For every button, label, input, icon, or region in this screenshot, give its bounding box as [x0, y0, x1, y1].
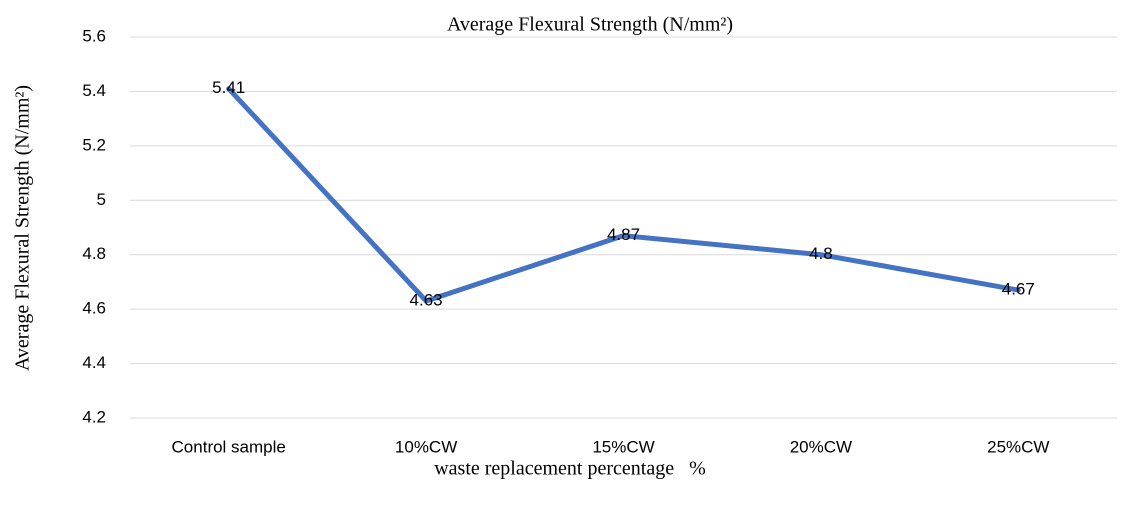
line: [226, 86, 1021, 304]
y-tick-label: 5.6: [82, 26, 106, 45]
y-axis-label: Average Flexural Strength (N/mm²): [12, 85, 34, 371]
data-label: 4.63: [410, 290, 443, 309]
data-label: 5.41: [212, 78, 245, 97]
x-tick-label: 15%CW: [592, 437, 654, 456]
y-tick-label: 5.2: [82, 135, 106, 154]
x-tick-label: Control sample: [172, 437, 286, 456]
y-tick-label: 4.6: [82, 299, 106, 318]
y-tick-label: 5.4: [82, 81, 106, 100]
x-tick-label: 25%CW: [987, 437, 1049, 456]
y-tick-label: 4.8: [82, 244, 106, 263]
y-tick-label: 5: [97, 190, 106, 209]
x-tick-label: 10%CW: [395, 437, 457, 456]
chart-title: Average Flexural Strength (N/mm²): [447, 14, 733, 36]
x-axis-label: waste replacement percentage %: [434, 458, 706, 480]
data-label: 4.87: [607, 225, 640, 244]
data-label: 4.67: [1002, 280, 1035, 299]
y-tick-label: 4.4: [82, 353, 106, 372]
data-label: 4.8: [809, 244, 833, 263]
x-tick-label: 20%CW: [790, 437, 852, 456]
y-tick-label: 4.2: [82, 407, 106, 426]
